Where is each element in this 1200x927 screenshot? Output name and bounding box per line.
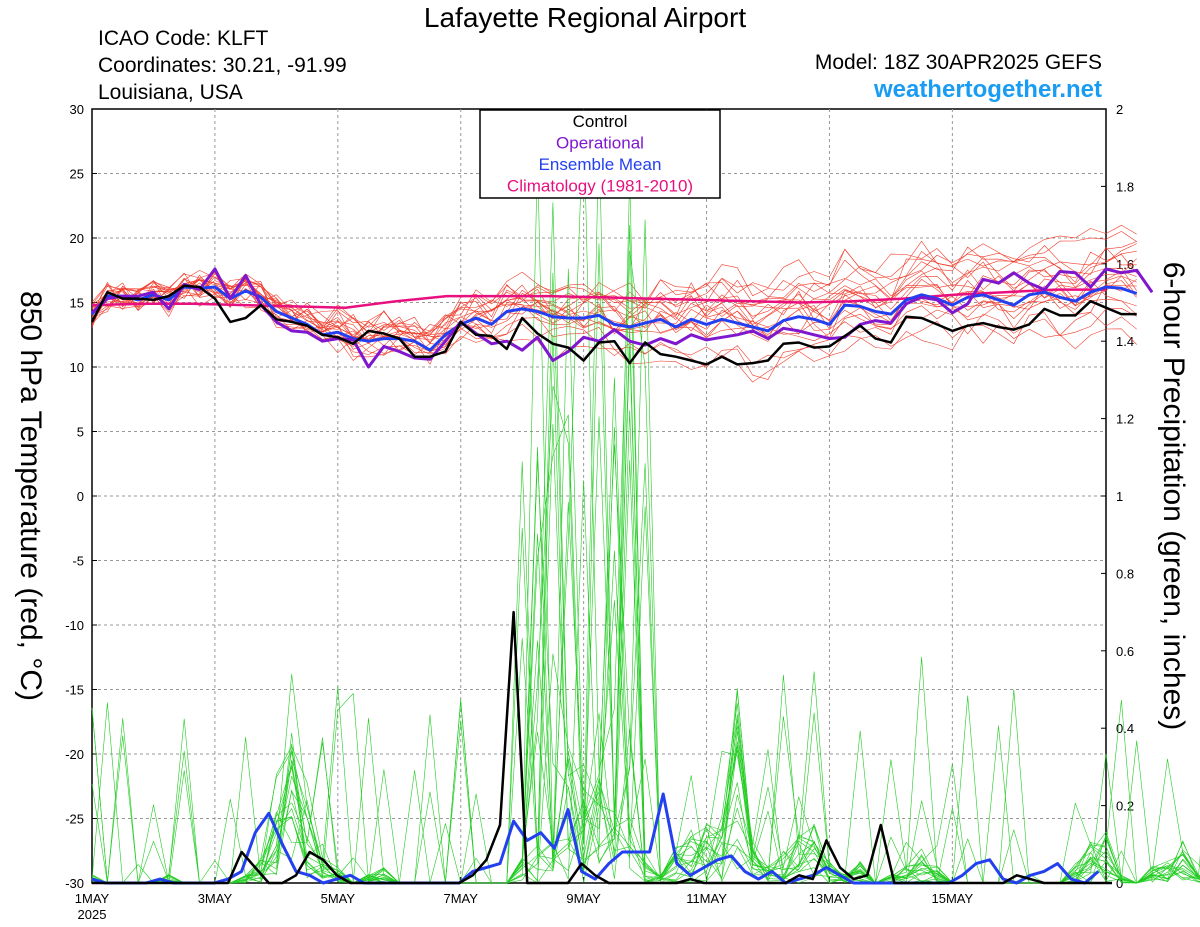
y-tick-label: 25	[70, 167, 84, 182]
site-link[interactable]: weathertogether.net	[873, 76, 1102, 103]
ensemble-mean-temp-line	[90, 285, 1138, 352]
legend-entry: Climatology (1981-2010)	[507, 177, 693, 196]
legend-entry: Control	[573, 112, 628, 131]
legend-entry: Operational	[556, 134, 644, 153]
y-tick-label: -15	[65, 683, 84, 698]
y2-tick-label: 2	[1116, 102, 1123, 117]
y2-tick-label: 0	[1116, 876, 1123, 891]
y-tick-label: 15	[70, 296, 84, 311]
y-tick-label: -10	[65, 618, 84, 633]
y2-tick-label: 0.6	[1116, 644, 1134, 659]
ensemble-member-temp-line	[91, 269, 1137, 365]
x-tick-label: 7MAY	[444, 891, 479, 906]
ensemble-member-temp-line	[91, 278, 1137, 383]
ensemble-member-temp-line	[91, 231, 1137, 340]
ensemble-member-temp-line	[91, 270, 1137, 347]
y2-tick-label: 1	[1116, 489, 1123, 504]
y-tick-label: 30	[70, 102, 84, 117]
y-tick-label: -20	[65, 747, 84, 762]
region: Louisiana, USA	[98, 81, 243, 104]
coordinates: Coordinates: 30.21, -91.99	[98, 54, 347, 77]
control-temp-line	[90, 284, 1137, 366]
y2-tick-label: 1.8	[1116, 179, 1134, 194]
y2-tick-label: 1.4	[1116, 334, 1134, 349]
x-year-label: 2025	[78, 907, 107, 922]
x-tick-label: 15MAY	[932, 891, 974, 906]
legend-box	[479, 109, 721, 199]
ensemble-member-temp-line	[91, 274, 1137, 380]
x-tick-label: 13MAY	[809, 891, 851, 906]
ensemble-member-temp-line	[91, 225, 1137, 339]
y-tick-label: 20	[70, 231, 84, 246]
x-tick-label: 5MAY	[321, 891, 356, 906]
y-tick-label: 0	[77, 489, 84, 504]
y-tick-label: -5	[72, 554, 84, 569]
legend-entry: Ensemble Mean	[539, 155, 662, 174]
ensemble-member-precip-line	[91, 599, 1200, 884]
y-tick-label: -30	[65, 876, 84, 891]
y2-tick-label: 0.4	[1116, 721, 1134, 736]
x-tick-label: 11MAY	[686, 891, 727, 906]
y-tick-label: -25	[65, 812, 84, 827]
y-tick-label: 10	[70, 360, 84, 375]
y2-tick-label: 0.2	[1116, 799, 1134, 814]
y2-tick-label: 1.2	[1116, 412, 1134, 427]
model-run: Model: 18Z 30APR2025 GEFS	[814, 51, 1102, 74]
x-tick-label: 9MAY	[566, 891, 601, 906]
control-precip-line	[92, 610, 1112, 885]
icao-code: ICAO Code: KLFT	[98, 27, 269, 50]
x-tick-label: 1MAY	[75, 891, 110, 906]
chart-title: Lafayette Regional Airport	[423, 2, 747, 33]
y2-tick-label: 0.8	[1116, 566, 1134, 581]
x-tick-label: 3MAY	[198, 891, 233, 906]
y-tick-label: 5	[77, 425, 84, 440]
